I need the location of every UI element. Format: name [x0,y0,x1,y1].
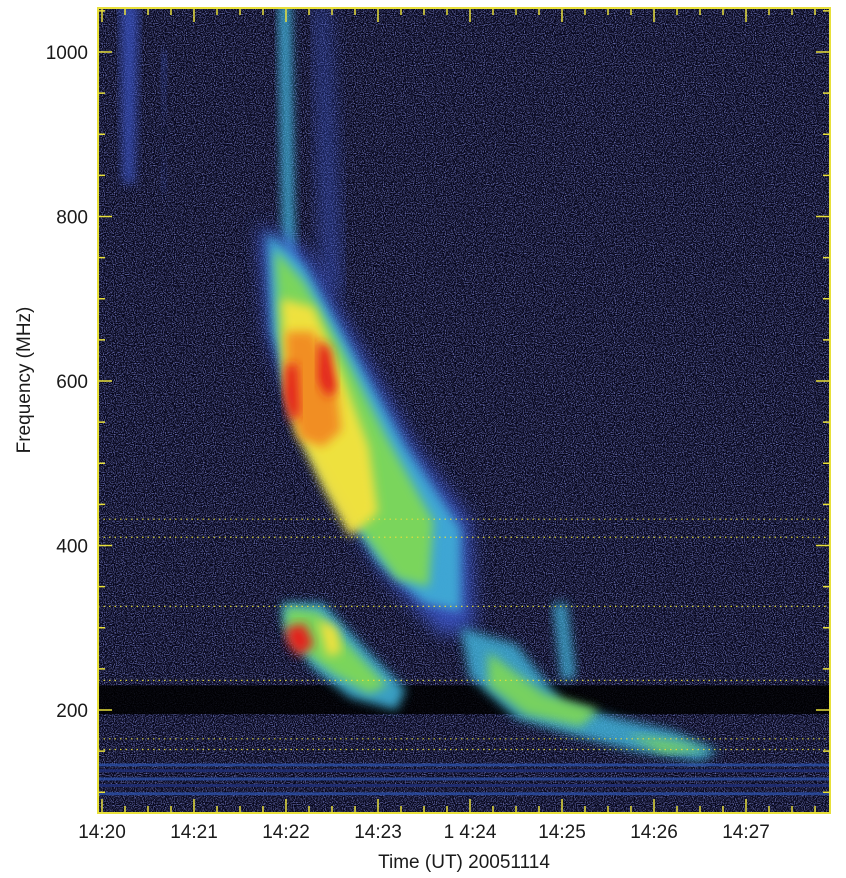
burst-core-right [318,339,337,398]
background-noise [98,8,830,813]
y-axis-title: Frequency (MHz) [14,307,35,454]
lower-branch-core [286,623,314,657]
plot-area [98,8,830,813]
y-tick-label: 800 [56,208,88,229]
y-tick-label: 400 [56,537,88,558]
x-tick-label: 14:26 [630,822,678,843]
faint-spike [315,8,342,299]
plot-frame [97,7,831,814]
x-tick-label: 14:21 [170,822,218,843]
x-tick-label: 14:23 [354,822,402,843]
dark-band [98,685,830,715]
x-tick-label: 14:27 [722,822,770,843]
emission-features [98,8,830,796]
lower-branch-yellow [318,619,342,657]
striation-band [98,784,830,788]
y-axis-ticks: 200 400 600 800 1000 [46,10,830,793]
y-tick-label: 600 [56,372,88,393]
burst-core-left [284,364,300,423]
x-tick-label: 14:25 [538,822,586,843]
tail-green-2 [626,734,710,753]
x-tick-label: 1 4:24 [444,822,497,843]
tail-green [488,652,599,727]
striation-band [98,792,830,796]
burst-orange [286,331,342,447]
striation-band [98,777,830,781]
x-tick-label: 14:22 [262,822,310,843]
x-tick-label: 14:20 [78,822,126,843]
spike-early-spike-1 [120,8,139,184]
x-axis-ticks: 14:20 14:21 14:22 14:23 1 4:24 14:25 14:26 14:2… [78,8,816,843]
striation-band [98,769,830,773]
tail-cyan [460,627,719,761]
x-axis-title: Time (UT) 20051114 [378,852,550,873]
y-tick-label: 1000 [46,43,88,64]
dotted-reference-lines [98,518,830,751]
y-tick-label: 200 [56,701,88,722]
spike-early-spike-2 [161,52,167,192]
striation-band [98,763,830,767]
tail-spike [552,603,576,682]
pre-burst-spike [278,8,298,299]
